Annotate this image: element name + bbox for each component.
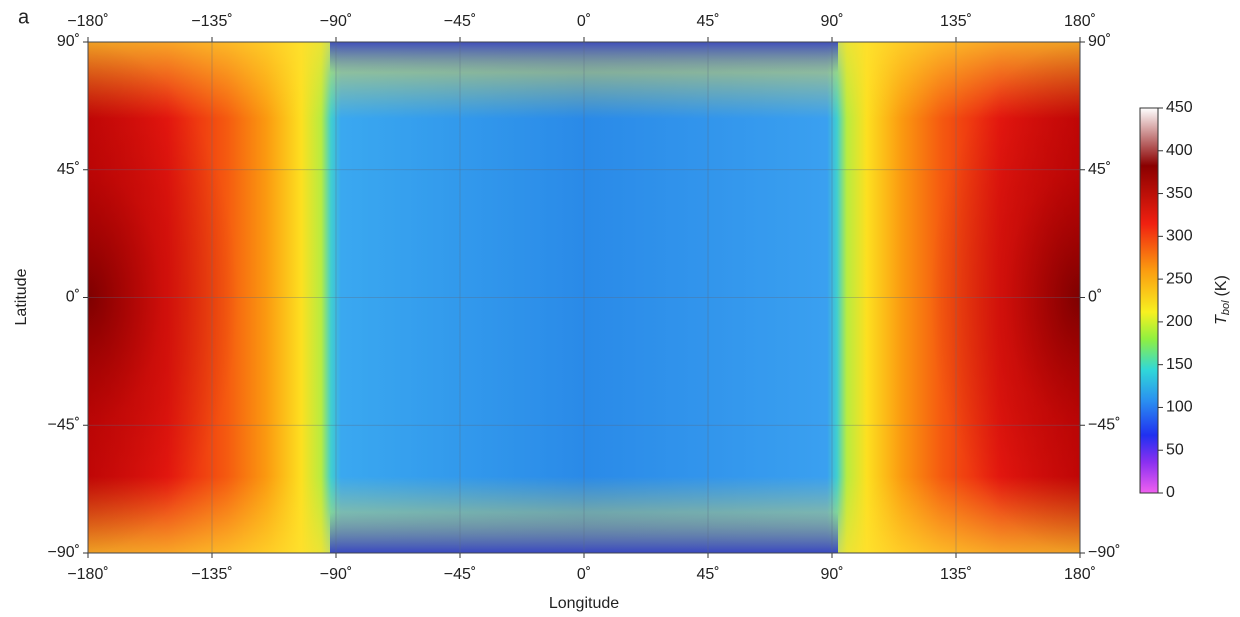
x-tick-label-top: −135˚ [191, 13, 232, 30]
colorbar [1139, 107, 1159, 494]
colorbar-tick-label: 300 [1166, 228, 1193, 245]
colorbar-tick-label: 250 [1166, 270, 1193, 287]
x-tick-label: 135˚ [940, 566, 972, 583]
colorbar-tick-label: 350 [1166, 185, 1193, 202]
colorbar-subscript: bol [1220, 300, 1232, 315]
y-tick-label: −90˚ [48, 544, 80, 561]
x-tick-label-top: 45˚ [696, 13, 719, 30]
x-tick-label-top: −180˚ [67, 13, 108, 30]
y-tick-label-right: −45˚ [1088, 416, 1120, 433]
x-tick-label: −45˚ [444, 566, 476, 583]
colorbar-tick-label: 50 [1166, 441, 1184, 458]
x-tick-label-top: 180˚ [1064, 13, 1096, 30]
y-tick-label-right: 90˚ [1088, 33, 1111, 50]
x-axis-label: Longitude [549, 595, 619, 612]
colorbar-tick-label: 0 [1166, 484, 1175, 501]
map-image [88, 42, 1080, 553]
x-tick-label-top: 0˚ [577, 13, 591, 30]
x-tick-label: −135˚ [191, 566, 232, 583]
colorbar-tick-label: 200 [1166, 313, 1193, 330]
colorbar-tick-label: 100 [1166, 399, 1193, 416]
x-tick-label: −180˚ [67, 566, 108, 583]
y-tick-label-right: 0˚ [1088, 289, 1102, 306]
x-tick-label-top: 135˚ [940, 13, 972, 30]
x-tick-label: −90˚ [320, 566, 352, 583]
y-tick-label: 0˚ [66, 289, 80, 306]
x-tick-label-top: 90˚ [820, 13, 843, 30]
y-axis-label: Latitude [13, 268, 30, 325]
x-tick-label-top: −90˚ [320, 13, 352, 30]
colorbar-label: Tbol (K) [1213, 275, 1232, 325]
y-tick-label-right: 45˚ [1088, 161, 1111, 178]
y-tick-label: −45˚ [48, 416, 80, 433]
x-tick-label: 180˚ [1064, 566, 1096, 583]
colorbar-tick-label: 150 [1166, 356, 1193, 373]
x-tick-label: 0˚ [577, 566, 591, 583]
colorbar-unit: (K) [1213, 275, 1230, 296]
panel-label: a [18, 6, 30, 28]
y-tick-label-right: −90˚ [1088, 544, 1120, 561]
x-tick-label: 45˚ [696, 566, 719, 583]
y-tick-label: 45˚ [57, 161, 80, 178]
x-tick-label: 90˚ [820, 566, 843, 583]
colorbar-tick-label: 450 [1166, 99, 1193, 116]
y-tick-label: 90˚ [57, 33, 80, 50]
colorbar-symbol: T [1213, 314, 1230, 325]
colorbar-tick-label: 400 [1166, 142, 1193, 159]
x-tick-label-top: −45˚ [444, 13, 476, 30]
